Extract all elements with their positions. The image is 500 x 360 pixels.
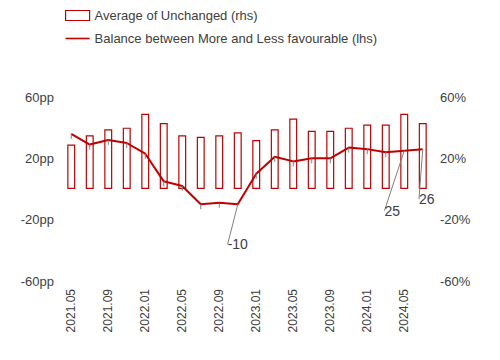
svg-text:2024.01: 2024.01 bbox=[360, 289, 374, 333]
svg-text:2022.09: 2022.09 bbox=[212, 289, 226, 333]
svg-text:2021.05: 2021.05 bbox=[64, 289, 78, 333]
svg-text:Average of Unchanged (rhs): Average of Unchanged (rhs) bbox=[95, 8, 258, 23]
svg-text:2024.05: 2024.05 bbox=[397, 289, 411, 333]
svg-text:2023.01: 2023.01 bbox=[249, 289, 263, 333]
svg-text:2023.09: 2023.09 bbox=[323, 289, 337, 333]
svg-text:25: 25 bbox=[384, 203, 400, 219]
svg-text:20pp: 20pp bbox=[25, 151, 54, 166]
svg-text:-20%: -20% bbox=[440, 212, 471, 227]
svg-text:2023.05: 2023.05 bbox=[286, 289, 300, 333]
svg-text:2021.09: 2021.09 bbox=[101, 289, 115, 333]
svg-text:60%: 60% bbox=[440, 90, 466, 105]
svg-text:Balance between More and Less: Balance between More and Less favourable… bbox=[95, 31, 378, 46]
svg-text:26: 26 bbox=[419, 191, 435, 207]
svg-text:-60pp: -60pp bbox=[21, 274, 54, 289]
svg-text:60pp: 60pp bbox=[25, 90, 54, 105]
svg-text:20%: 20% bbox=[440, 151, 466, 166]
svg-text:-60%: -60% bbox=[440, 274, 471, 289]
svg-text:2022.01: 2022.01 bbox=[138, 289, 152, 333]
svg-text:-20pp: -20pp bbox=[21, 212, 54, 227]
svg-text:2022.05: 2022.05 bbox=[175, 289, 189, 333]
svg-text:-10: -10 bbox=[228, 236, 248, 252]
